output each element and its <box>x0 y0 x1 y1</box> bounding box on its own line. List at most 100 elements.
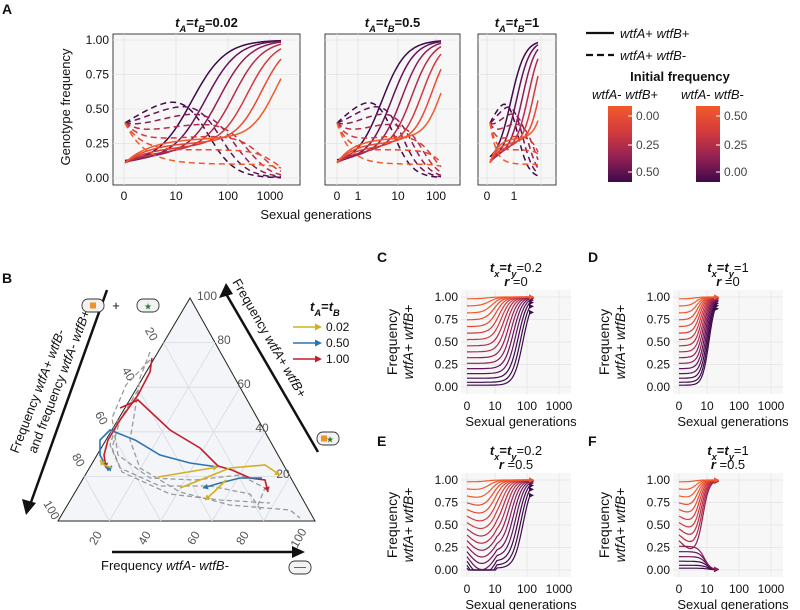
series-dashed-line <box>336 122 442 168</box>
series-solid-line <box>336 42 442 164</box>
series-dashed-line <box>489 103 539 177</box>
ternary-tick-right: 60 <box>237 377 251 391</box>
y-tick-label: 0.00 <box>435 380 459 394</box>
small-panel-title-t: tx=ty=1 <box>707 443 749 462</box>
trajectory-arrowhead <box>529 492 534 498</box>
panel-label: C <box>377 249 387 265</box>
series-solid-line <box>124 41 282 164</box>
series-dashed-line <box>124 105 282 179</box>
ternary-gray-trajectory <box>129 351 301 519</box>
y-tick-label: 1.00 <box>647 290 671 304</box>
ternary-tick-bottom: 60 <box>184 528 203 547</box>
trajectory-line <box>679 308 716 386</box>
small-panel-title-r: r =0.5 <box>711 457 745 472</box>
series-dashed-line <box>124 122 282 172</box>
y-tick-label: 0.75 <box>435 313 459 327</box>
ternary-gridline <box>84 476 110 522</box>
trajectory-line <box>466 479 531 537</box>
x-tick-label: 100 <box>729 582 749 596</box>
y-tick-label: 1.00 <box>435 290 459 304</box>
trajectory-arrowhead <box>529 309 534 315</box>
small-panel-title-t: tx=ty=1 <box>707 260 749 279</box>
small-panel-title-r: r =0 <box>716 274 740 289</box>
ternary-arrowhead <box>100 460 106 466</box>
y-tick-label: 0.00 <box>647 380 671 394</box>
ternary-trajectory <box>202 477 262 489</box>
series-dashed-line <box>124 122 282 168</box>
genotype-icon-ab-plus: ★ <box>316 431 340 446</box>
ternary-gray-trajectory <box>111 359 266 506</box>
facet-title: tA=tB=0.5 <box>365 15 420 34</box>
series-solid-line <box>336 68 442 164</box>
series-dashed-line <box>336 122 442 173</box>
ternary-legend-label: 0.02 <box>326 320 350 334</box>
series-dashed-line <box>336 113 442 177</box>
series-dashed-line <box>489 106 539 174</box>
facet-title: tA=tB=0.02 <box>175 15 238 34</box>
x-tick-label: 1 <box>355 189 362 203</box>
right-axis-arrowhead <box>219 283 233 298</box>
y-axis-label-2: wtfA+ wtfB+ <box>612 305 628 380</box>
ternary-gridline <box>160 386 241 522</box>
y-tick-label: 0.25 <box>647 541 671 555</box>
ternary-gridline <box>263 476 291 522</box>
y-tick-label: 0.50 <box>647 335 671 349</box>
ternary-tick-left: 60 <box>92 409 111 428</box>
ternary-tick-right: 80 <box>217 333 231 347</box>
x-tick-label: 10 <box>488 399 502 413</box>
x-tick-label: 100 <box>426 189 446 203</box>
trajectory-line <box>466 479 531 551</box>
ternary-legend-label: 0.50 <box>326 336 350 350</box>
legend-bar2-title: wtfA- wtfB- <box>681 87 744 102</box>
trajectory-arrowhead <box>529 294 534 300</box>
x-tick-label: 1000 <box>546 582 573 596</box>
series-solid-line <box>336 40 442 161</box>
trajectory-line <box>679 297 716 347</box>
trajectory-line <box>467 479 530 483</box>
x-tick-label: 10 <box>700 399 714 413</box>
star-icon: ★ <box>144 302 152 312</box>
y-tick-label: 0.50 <box>435 335 459 349</box>
y-tick-label: 0.50 <box>647 518 671 532</box>
ternary-legend-arrowhead <box>315 323 322 331</box>
ternary-gridline <box>136 387 213 522</box>
trajectory-line <box>679 479 715 483</box>
panel-a-legend: wtfA+ wtfB+ wtfA+ wtfB- Initial frequency w… <box>586 26 748 182</box>
y-axis-label-1: Frequency <box>384 309 400 375</box>
panel-a-facet-2: tA=tB=1 0 1 <box>477 15 557 203</box>
x-tick-label: 1 <box>511 189 518 203</box>
ternary-gridline <box>163 342 264 522</box>
series-solid-line <box>489 120 539 164</box>
trajectory-line <box>679 296 715 300</box>
y-tick-label: 0.00 <box>86 171 110 185</box>
colorbar-tick-label: 0.00 <box>724 165 748 179</box>
ternary-gray-trajectory <box>109 419 263 513</box>
square-icon <box>90 302 96 309</box>
trajectory-line <box>466 485 531 571</box>
y-tick-label: 1.00 <box>435 473 459 487</box>
trajectory-line <box>678 480 716 535</box>
ternary-tick-bottom: 20 <box>86 528 105 547</box>
series-dashed-line <box>489 122 539 153</box>
small-panel-title-r: r =0 <box>504 274 528 289</box>
trajectory-line <box>467 296 531 347</box>
colorbar-tick-label: 0.50 <box>636 165 660 179</box>
trajectory-line <box>466 480 531 558</box>
y-tick-label: 0.50 <box>435 518 459 532</box>
ternary-arrowhead <box>274 469 280 475</box>
trajectory-line <box>679 298 716 359</box>
ternary-arrowhead <box>203 483 209 490</box>
trajectory-arrowhead <box>714 477 719 483</box>
y-tick-label: 0.75 <box>647 496 671 510</box>
ternary-arrowhead <box>263 486 270 492</box>
x-tick-label: 100 <box>517 582 537 596</box>
colorbar-1 <box>608 106 632 182</box>
trajectory-line <box>679 297 716 353</box>
legend-dashed-label: wtfA+ wtfB- <box>620 48 686 63</box>
x-tick-label: 0 <box>676 582 683 596</box>
plus-sign: + <box>112 298 120 313</box>
ternary-legend-label: 1.00 <box>326 352 350 366</box>
ternary-tick-bottom: 40 <box>135 528 154 547</box>
trajectory-line <box>466 482 531 571</box>
